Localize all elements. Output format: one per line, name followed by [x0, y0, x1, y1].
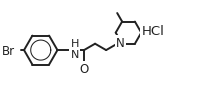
Text: O: O [79, 63, 89, 76]
Text: HCl: HCl [141, 25, 164, 38]
Text: Br: Br [2, 44, 15, 57]
Text: H
N: H N [70, 39, 79, 60]
Text: N: N [116, 37, 125, 50]
